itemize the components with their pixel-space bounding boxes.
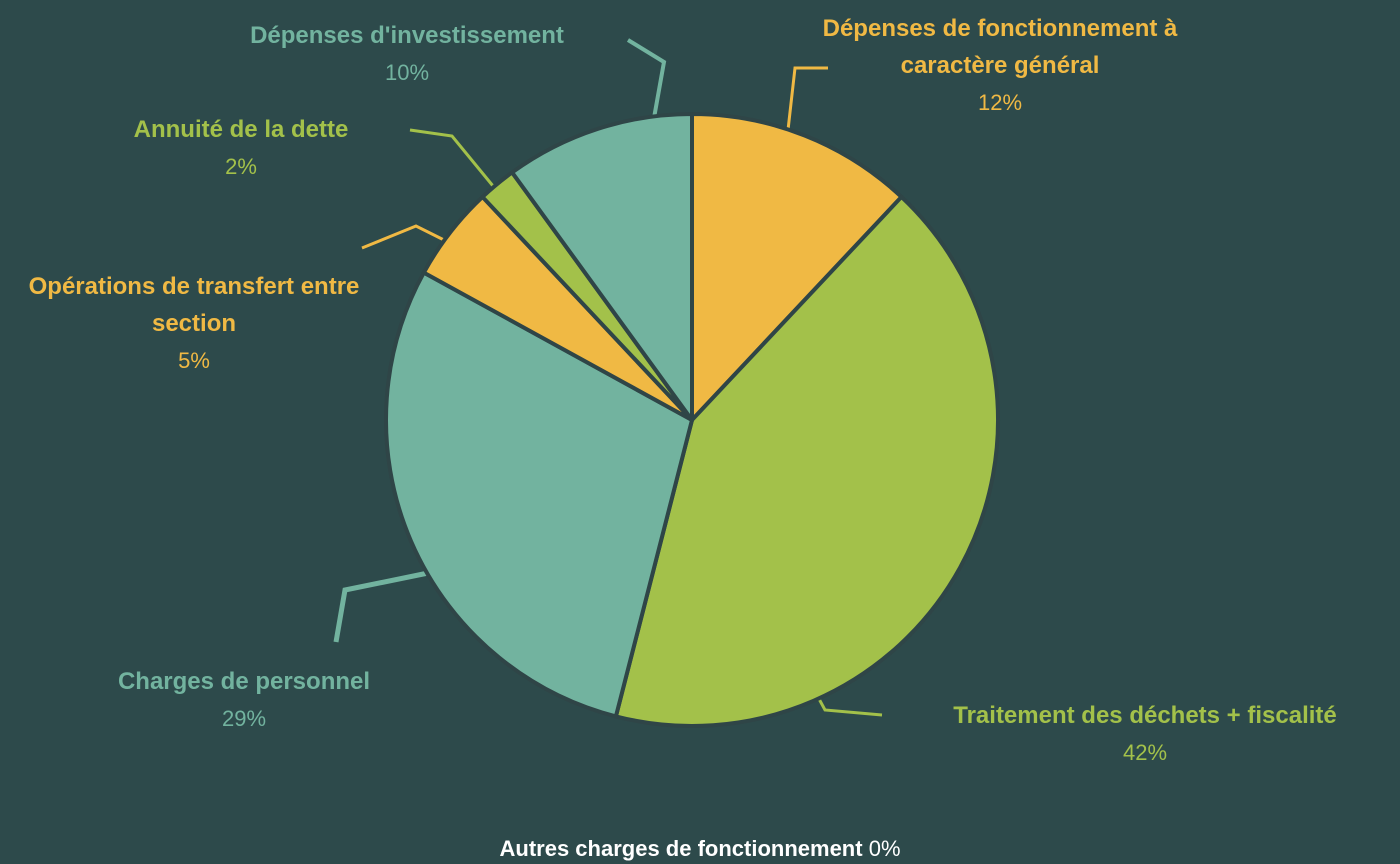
slice-value: 5% <box>178 348 210 373</box>
slice <box>690 112 904 422</box>
slice-value: 0% <box>868 836 901 861</box>
slice-value: 10% <box>384 60 430 85</box>
leader-line <box>409 128 495 187</box>
slice-label: Dépenses d'investissement 10% <box>187 17 627 91</box>
slice-name: Charges de personnel <box>117 668 371 695</box>
leader-line <box>333 569 434 643</box>
slice-name: Opérations de transfert entre section <box>28 273 360 337</box>
slice-label: Dépenses de fonctionnement à caractère g… <box>810 10 1190 121</box>
leader-line <box>361 224 445 250</box>
slice-name: Autres charges de fonctionnement <box>499 836 863 861</box>
slice-value: 12% <box>977 90 1023 115</box>
pie <box>384 112 1000 728</box>
slice-label: Annuité de la dette 2% <box>61 111 421 185</box>
slice-name: Dépenses de fonctionnement à caractère g… <box>822 15 1178 79</box>
slice <box>510 112 694 422</box>
leader-line <box>816 696 883 717</box>
slice-name: Dépenses d'investissement <box>250 22 564 49</box>
slice <box>384 270 694 719</box>
slice-value: 29% <box>221 706 267 731</box>
leader-line <box>786 66 828 131</box>
slice-name: Annuité de la dette <box>133 116 349 143</box>
slice-label: Traitement des déchets + fiscalité 42% <box>875 697 1400 771</box>
slice-value: 42% <box>1122 740 1168 765</box>
slice-label: Opérations de transfert entre section 5% <box>20 268 368 379</box>
slice <box>613 194 1000 728</box>
leader-lines <box>333 38 883 717</box>
slice-label: Charges de personnel 29% <box>44 663 444 737</box>
slice-value: 2% <box>225 154 257 179</box>
slice-name: Traitement des déchets + fiscalité <box>953 702 1337 729</box>
slice-label: Autres charges de fonctionnement 0% <box>350 834 1050 864</box>
leader-line <box>626 38 667 119</box>
